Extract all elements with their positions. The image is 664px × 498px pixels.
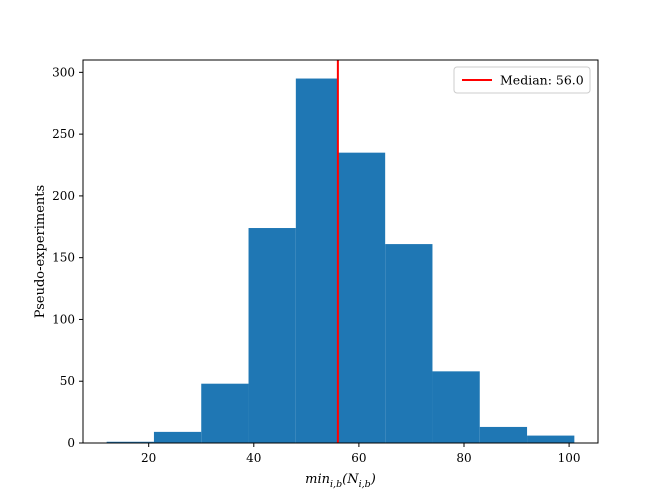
y-tick-label: 150 (52, 251, 75, 265)
x-tick-label: 80 (456, 451, 471, 465)
legend: Median: 56.0 (453, 66, 591, 94)
histogram-bar (432, 371, 480, 443)
y-tick-label: 300 (52, 65, 75, 79)
x-tick-label: 20 (141, 451, 156, 465)
y-tick-label: 250 (52, 127, 75, 141)
y-axis-ticks: 0 50 100 150 200 250 300 (52, 65, 83, 450)
x-tick-label: 100 (558, 451, 581, 465)
histogram-bar (337, 152, 386, 443)
histogram-bar (106, 441, 154, 443)
legend-label-median: Median: 56.0 (500, 73, 584, 88)
histogram-bar (248, 228, 296, 443)
histogram-bar (201, 383, 249, 443)
histogram-bar (295, 78, 338, 443)
histogram-bars (106, 78, 575, 443)
x-tick-label: 40 (246, 451, 261, 465)
y-tick-label: 0 (67, 436, 75, 450)
y-tick-label: 50 (60, 374, 75, 388)
y-tick-label: 100 (52, 312, 75, 326)
x-tick-label: 60 (351, 451, 366, 465)
histogram-bar (479, 426, 528, 443)
histogram-bar (385, 244, 433, 443)
histogram-bar (153, 431, 202, 443)
y-tick-label: 200 (52, 189, 75, 203)
y-axis-label: Pseudo-experiments (33, 185, 48, 318)
legend-box (453, 66, 591, 94)
plot-frame (82, 59, 599, 444)
x-axis-label: mini,b(Ni,b) (305, 472, 376, 490)
histogram-bar (527, 435, 575, 443)
x-axis-ticks: 20 40 60 80 100 (141, 443, 581, 465)
